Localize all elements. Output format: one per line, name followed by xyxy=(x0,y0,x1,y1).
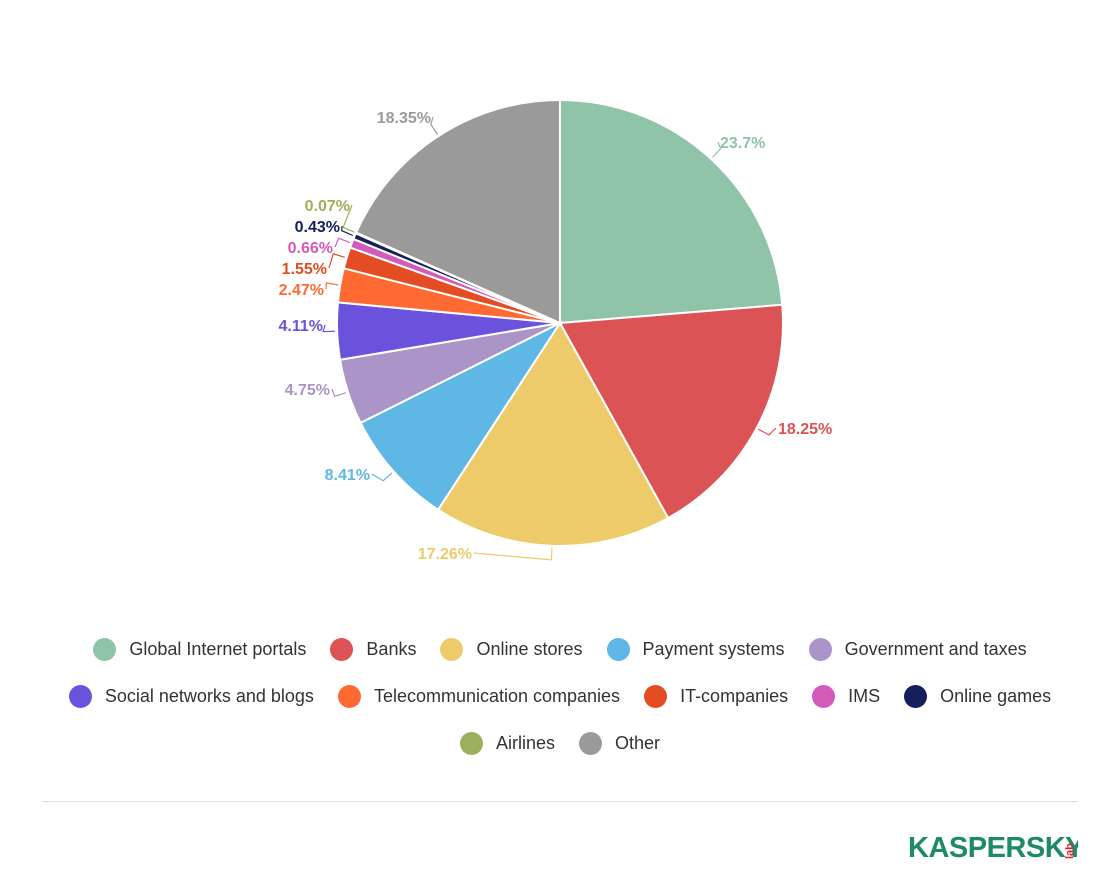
label-it-companies: 1.55% xyxy=(282,261,327,278)
label-telecommunication-companies: 2.47% xyxy=(279,282,324,299)
slice-banks xyxy=(558,303,784,520)
slice-global-internet-portals xyxy=(559,98,784,325)
label-airlines: 0.07% xyxy=(305,198,350,215)
legend-label: Banks xyxy=(366,639,417,659)
label-ims: 0.66% xyxy=(288,240,333,257)
legend-item-online-stores[interactable]: Online stores xyxy=(440,638,583,661)
legend-swatch xyxy=(808,638,832,661)
legend-item-government-and-taxes[interactable]: Government and taxes xyxy=(808,638,1027,661)
legend-swatch xyxy=(579,732,602,755)
legend-swatch xyxy=(606,638,630,661)
legend-swatch xyxy=(644,685,668,708)
leader-line-social-networks-and-blogs xyxy=(322,324,336,333)
legend-item-online-games[interactable]: Online games xyxy=(904,685,1051,708)
legend-swatch xyxy=(459,732,483,755)
label-online-games: 0.43% xyxy=(295,219,340,236)
leader-line-payment-systems xyxy=(371,472,393,482)
legend-item-telecommunication-companies[interactable]: Telecommunication companies xyxy=(337,685,621,708)
leader-line-global-internet-portals xyxy=(712,141,722,158)
leader-line-airlines xyxy=(342,204,355,233)
legend-swatch xyxy=(68,685,92,708)
label-banks: 18.25% xyxy=(778,421,832,438)
legend-label: Global Internet portals xyxy=(129,639,307,659)
legend-label: Online stores xyxy=(476,639,583,659)
pie-chart: 23.7% 18.25% 17.26% 8.41% 4.75% 4.11% 2.47% 1.5… xyxy=(279,98,833,563)
svg-text:lab: lab xyxy=(1064,843,1076,859)
legend-label: Government and taxes xyxy=(844,639,1027,659)
label-global-internet-portals: 23.7% xyxy=(720,135,765,152)
legend-label: Airlines xyxy=(495,733,555,753)
leader-line-ims xyxy=(334,237,351,248)
leader-line-it-companies xyxy=(328,253,345,269)
legend-label: Social networks and blogs xyxy=(104,686,314,706)
legend-item-other[interactable]: Other xyxy=(579,732,660,755)
legend-label: Online games xyxy=(940,686,1052,706)
legend: Global Internet portals Banks Online store… xyxy=(40,626,1080,767)
legend-item-ims[interactable]: IMS xyxy=(812,685,880,708)
label-social-networks-and-blogs: 4.11% xyxy=(279,318,323,335)
legend-swatch xyxy=(904,685,928,708)
label-payment-systems: 8.41% xyxy=(325,467,370,484)
legend-row: Social networks and blogs Telecommunicati… xyxy=(40,673,1080,720)
legend-label: Telecommunication companies xyxy=(373,686,621,706)
slice-other xyxy=(354,98,561,325)
legend-label: Payment systems xyxy=(642,639,785,659)
footer-divider xyxy=(42,801,1078,802)
svg-text:KASPERSKY: KASPERSKY xyxy=(908,832,1078,864)
legend-label: IT-companies xyxy=(680,686,789,706)
legend-label: Other xyxy=(615,733,661,753)
leader-line-online-games xyxy=(341,225,353,236)
legend-item-banks[interactable]: Banks xyxy=(330,638,416,661)
legend-item-payment-systems[interactable]: Payment systems xyxy=(606,638,785,661)
slice-labels: 23.7% 18.25% 17.26% 8.41% 4.75% 4.11% 2.47% 1.5… xyxy=(279,110,833,563)
label-government-and-taxes: 4.75% xyxy=(285,382,330,399)
legend-item-airlines[interactable]: Airlines xyxy=(459,732,555,755)
legend-item-it-companies[interactable]: IT-companies xyxy=(644,685,788,708)
legend-swatch xyxy=(440,638,464,661)
legend-swatch xyxy=(812,685,836,708)
legend-row: Global Internet portals Banks Online store… xyxy=(40,626,1080,673)
leader-line-other xyxy=(430,116,438,135)
legend-label: IMS xyxy=(848,686,881,706)
legend-item-social-networks-and-blogs[interactable]: Social networks and blogs xyxy=(68,685,314,708)
legend-swatch xyxy=(93,638,117,661)
pie-slices xyxy=(336,98,784,547)
legend-row: Airlines Other xyxy=(40,720,1080,767)
leader-lines xyxy=(322,116,777,561)
leader-line-telecommunication-companies xyxy=(325,282,339,290)
slice-payment-systems xyxy=(359,320,563,512)
slice-online-stores xyxy=(436,321,670,547)
legend-swatch xyxy=(330,638,354,661)
kaspersky-lab-logo: KASPERSKY lab xyxy=(908,832,1078,864)
leader-line-banks xyxy=(758,427,777,436)
label-other: 18.35% xyxy=(377,110,431,127)
leader-line-online-stores xyxy=(473,547,553,561)
legend-item-global-internet-portals[interactable]: Global Internet portals xyxy=(93,638,306,661)
leader-line-government-and-taxes xyxy=(331,388,347,398)
legend-swatch xyxy=(337,685,361,708)
label-online-stores: 17.26% xyxy=(418,546,472,563)
